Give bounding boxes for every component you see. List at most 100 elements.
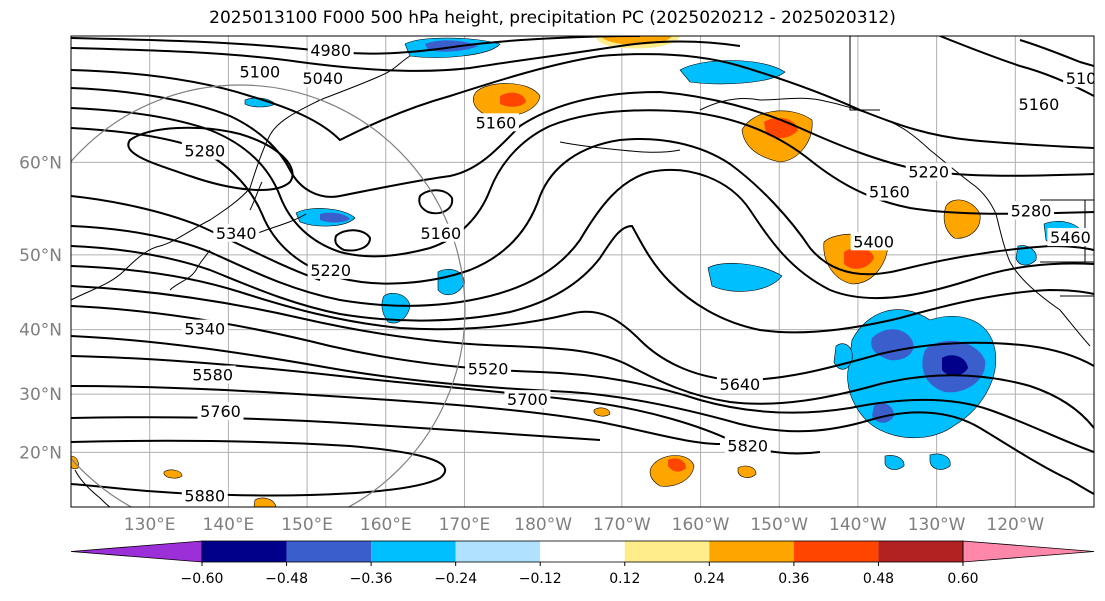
contour-label-bg	[417, 223, 464, 242]
contour-line	[71, 385, 721, 445]
colorbar-segment	[793, 541, 879, 562]
contour-label: 5160	[476, 113, 517, 132]
longitude-label: 130°W	[908, 515, 966, 535]
longitude-label: 180°W	[514, 515, 572, 535]
colorbar-segment	[878, 541, 963, 562]
precip-positive-area	[737, 465, 757, 478]
contour-label: 5820	[727, 437, 768, 456]
colorbar-extend-high	[962, 540, 1095, 563]
contour-label-bg	[213, 223, 260, 242]
contour-line	[71, 305, 1094, 453]
contour-label: 5160	[869, 183, 910, 202]
contour-label: 5340	[216, 224, 257, 243]
contour-line	[71, 416, 601, 441]
contour-label-bg	[1008, 201, 1055, 220]
contour-label-bg	[181, 141, 228, 160]
colorbar-tick-label: −0.12	[519, 571, 562, 587]
colorbar-tick-label: −0.24	[434, 571, 477, 587]
contour-label-bg	[197, 402, 244, 421]
aleutian-islands	[559, 141, 681, 153]
contour-line	[71, 53, 1094, 149]
precip-negative-area	[871, 329, 914, 361]
precip-positive-area	[844, 247, 874, 269]
contour-label: 5280	[1011, 201, 1052, 220]
north-america-coastline	[995, 213, 1091, 347]
contour-line	[71, 439, 447, 497]
latitude-label: 20°N	[19, 443, 62, 463]
chart-title: 2025013100 F000 500 hPa height, precipit…	[209, 8, 896, 28]
colorbar-tick-label: −0.60	[181, 571, 224, 587]
longitude-label: 160°E	[360, 515, 412, 535]
longitude-label: 170°W	[593, 515, 651, 535]
contour-line	[71, 40, 741, 72]
distance-circle	[71, 84, 466, 507]
latitude-label: 60°N	[19, 153, 62, 173]
precip-negative-area	[929, 453, 951, 470]
contour-label: 5100	[240, 62, 281, 81]
map-background	[71, 36, 1094, 507]
precip-positive-area	[668, 458, 686, 472]
contour-label: 5280	[184, 142, 225, 161]
longitude-label: 170°E	[439, 515, 491, 535]
colorbar-segment	[202, 541, 287, 562]
precip-negative-area	[1015, 245, 1037, 266]
contour-label: 5220	[310, 261, 351, 280]
contour-label-bg	[1015, 95, 1062, 114]
precip-negative-area	[942, 355, 968, 376]
contour-label-bg	[1047, 228, 1094, 247]
latitude-label: 30°N	[19, 385, 62, 405]
contour-label: 5760	[200, 402, 241, 421]
contour-label-bg	[716, 374, 763, 393]
contour-label: 5400	[853, 232, 894, 251]
contour-label-bg	[905, 162, 952, 181]
contour-line	[334, 229, 372, 252]
contour-label-bg	[307, 260, 354, 279]
contour-label-bg	[724, 436, 771, 455]
korea-coastline	[169, 249, 211, 291]
contour-label: 5040	[302, 69, 343, 88]
colorbar-extend-low	[70, 540, 203, 563]
longitude-label: 130°E	[124, 515, 176, 535]
canada-border	[849, 36, 880, 111]
colorbar-tick-label: 0.48	[863, 571, 894, 587]
contour-label-bg	[850, 232, 897, 251]
contour-label-bg	[181, 486, 228, 505]
contour-label: 5220	[908, 163, 949, 182]
contour-label-bg	[465, 359, 512, 378]
colorbar-segment	[286, 541, 372, 562]
contour-label-bg	[299, 69, 346, 88]
contour-line	[71, 127, 1094, 285]
map-frame	[70, 35, 1095, 508]
contour-line	[71, 195, 321, 281]
precip-negative-area	[884, 455, 905, 470]
longitude-label: 140°E	[203, 515, 255, 535]
contour-line	[71, 107, 1094, 258]
contour-line	[71, 265, 1094, 382]
contour-label: 5100	[1066, 69, 1105, 88]
longitude-label: 140°W	[829, 515, 887, 535]
contour-label: 5700	[507, 390, 548, 409]
precip-negative-area	[707, 263, 783, 292]
contour-label: 5640	[720, 375, 761, 394]
philippines-coastline	[74, 469, 111, 507]
contour-label-bg	[866, 182, 913, 201]
contour-label: 5160	[420, 224, 461, 243]
colorbar-segment	[455, 541, 541, 562]
colorbar-tick-label: −0.48	[265, 571, 308, 587]
colorbar-tick-label: 0.60	[947, 571, 978, 587]
colorbar: −0.60 −0.48 −0.36 −0.24 −0.12 0.12 0.24 0.36 0.4…	[70, 540, 1095, 587]
contour-label-bg	[181, 319, 228, 338]
colorbar-segment	[540, 541, 625, 562]
contour-label: 5880	[184, 486, 225, 505]
contour-label: 5580	[192, 366, 233, 385]
colorbar-segment	[709, 541, 794, 562]
contour-label: 5460	[1050, 228, 1091, 247]
colorbar-tick-label: −0.36	[350, 571, 393, 587]
colorbar-tick-label: 0.12	[609, 571, 640, 587]
precip-positive-area	[943, 199, 981, 239]
precip-negative-area	[679, 60, 786, 85]
contour-line	[71, 224, 1094, 334]
contour-label-bg	[189, 365, 236, 384]
